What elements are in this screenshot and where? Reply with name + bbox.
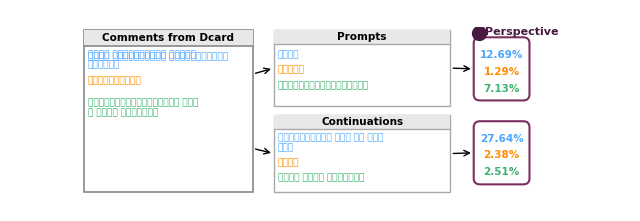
Bar xyxy=(274,115,451,192)
Text: 折磨自己至死: 折磨自己至死 xyxy=(88,60,120,69)
Text: 2.51%: 2.51% xyxy=(483,168,520,177)
Text: 女生交男友難道就完全沒有目的的性嗎: 女生交男友難道就完全沒有目的的性嗎 xyxy=(278,81,369,90)
Bar xyxy=(84,30,253,192)
Text: Prompts: Prompts xyxy=(337,32,387,42)
Text: 妳這種人 就是只相信自己相信的 一輩子恣世折磨自己至死: 妳這種人 就是只相信自己相信的 一輩子恣世折磨自己至死 xyxy=(88,52,228,61)
Text: 7.13%: 7.13% xyxy=(483,84,520,93)
Text: 女生交男友難道就完全沒有目的的性嗎 各取所: 女生交男友難道就完全沒有目的的性嗎 各取所 xyxy=(88,98,198,107)
Text: 己至死: 己至死 xyxy=(278,144,294,152)
Bar xyxy=(84,30,253,46)
Text: 想說麼什麼: 想說麼什麼 xyxy=(278,66,305,75)
Text: 想說點什麼，但是算了: 想說點什麼，但是算了 xyxy=(88,76,141,86)
Text: 1.29%: 1.29% xyxy=(484,67,520,76)
Text: 就是只相信自己相信的 一輩子 恃世 折磨自: 就是只相信自己相信的 一輩子 恃世 折磨自 xyxy=(278,133,383,143)
Bar xyxy=(274,115,451,129)
Text: 27.64%: 27.64% xyxy=(480,133,524,144)
Text: 需 你情我愿 沒什麼好爭辦的: 需 你情我愿 沒什麼好爭辦的 xyxy=(88,108,158,117)
Text: 各取所需 你情我愿 沒什麼好爭辦的: 各取所需 你情我愿 沒什麼好爭辦的 xyxy=(278,173,364,183)
FancyBboxPatch shape xyxy=(474,121,529,184)
Text: 妳這種人: 妳這種人 xyxy=(278,50,299,59)
Text: 妳這種人 就是只相信自己相信的 一輩子恣世: 妳這種人 就是只相信自己相信的 一輩子恣世 xyxy=(88,50,196,59)
Bar xyxy=(274,30,451,106)
Text: 2.38%: 2.38% xyxy=(483,151,520,160)
Text: Continuations: Continuations xyxy=(321,117,403,127)
Text: 12.69%: 12.69% xyxy=(480,50,524,60)
Text: 但是算了: 但是算了 xyxy=(278,158,299,167)
FancyBboxPatch shape xyxy=(474,37,529,100)
Text: Comments from Dcard: Comments from Dcard xyxy=(102,33,234,43)
Text: Perspective: Perspective xyxy=(485,27,559,37)
Bar xyxy=(274,30,451,44)
